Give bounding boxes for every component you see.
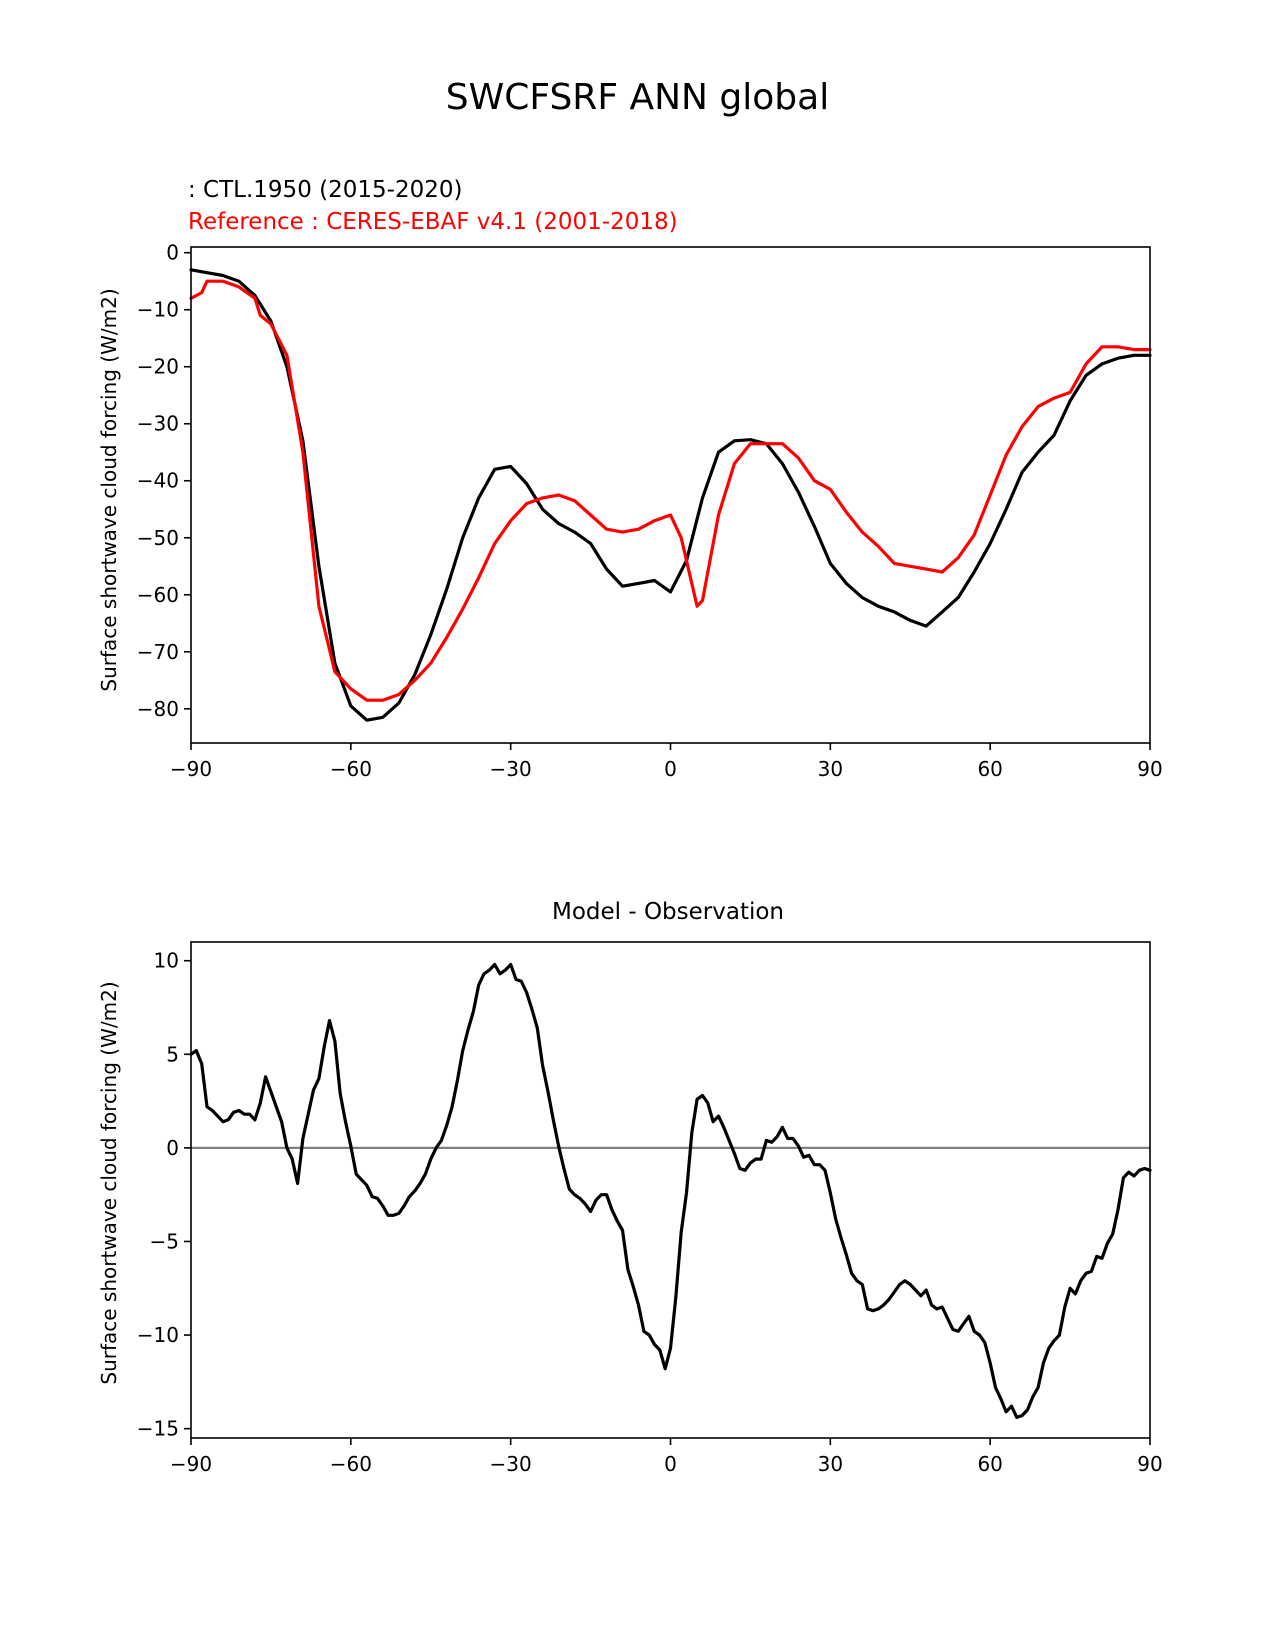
y-tick-label: −5 xyxy=(150,1229,179,1253)
y-tick-label: 10 xyxy=(154,949,179,973)
x-tick-label: −60 xyxy=(330,1452,372,1476)
plot-area-frame xyxy=(190,941,1151,1439)
legend-reference-label: Reference : CERES-EBAF v4.1 (2001-2018) xyxy=(188,209,678,235)
x-tick-label: 0 xyxy=(664,757,677,781)
y-axis-label: Surface shortwave cloud forcing (W/m2) xyxy=(97,288,121,691)
y-tick-label: −15 xyxy=(137,1417,179,1441)
x-tick-label: 60 xyxy=(977,1452,1002,1476)
chart-panel-main: : CTL.1950 (2015-2020) Reference : CERES… xyxy=(97,177,1163,781)
series-line-reference xyxy=(189,279,1152,702)
tick-layer: −90 −60 −30 0 30 60 90 10 5 0 −5 −10 −15 xyxy=(137,949,1163,1476)
y-axis-label-difference: Surface shortwave cloud forcing (W/m2) xyxy=(97,981,121,1384)
y-tick-label: −50 xyxy=(137,526,179,550)
x-tick-label: −30 xyxy=(490,1452,532,1476)
x-tick-label: 30 xyxy=(818,1452,843,1476)
x-tick-label: −90 xyxy=(170,1452,212,1476)
x-tick-label: 0 xyxy=(664,1452,677,1476)
series-layer xyxy=(189,962,1152,1420)
y-tick-label: −10 xyxy=(137,1323,179,1347)
x-tick-label: 90 xyxy=(1137,757,1162,781)
y-tick-label: −20 xyxy=(137,355,179,379)
x-tick-label: −90 xyxy=(170,757,212,781)
tick-layer: −90 −60 −30 0 30 60 90 0 −10 −20 −30 −40 −50 −60 −70 −8… xyxy=(137,241,1163,781)
series-line-model xyxy=(189,268,1152,722)
y-tick-label: −60 xyxy=(137,583,179,607)
y-tick-label: 0 xyxy=(166,1136,179,1160)
chart-panel-difference: Model - Observation Surface shortwave cl… xyxy=(97,899,1163,1476)
y-tick-label: −30 xyxy=(137,412,179,436)
x-tick-label: −60 xyxy=(330,757,372,781)
y-tick-label: −70 xyxy=(137,640,179,664)
x-tick-label: −30 xyxy=(490,757,532,781)
plot-area-frame xyxy=(190,246,1151,744)
figure-title: SWCFSRF ANN global xyxy=(446,77,829,118)
x-tick-label: 30 xyxy=(818,757,843,781)
y-tick-label: −10 xyxy=(137,298,179,322)
subplot-title: Model - Observation xyxy=(552,899,784,925)
y-tick-label: 0 xyxy=(166,241,179,265)
x-tick-label: 60 xyxy=(977,757,1002,781)
y-tick-label: 5 xyxy=(166,1042,179,1066)
series-line-difference xyxy=(189,962,1152,1420)
y-tick-label: −40 xyxy=(137,469,179,493)
x-tick-label: 90 xyxy=(1137,1452,1162,1476)
y-tick-label: −80 xyxy=(137,697,179,721)
legend-test-label: : CTL.1950 (2015-2020) xyxy=(188,177,462,203)
series-layer xyxy=(189,268,1152,722)
